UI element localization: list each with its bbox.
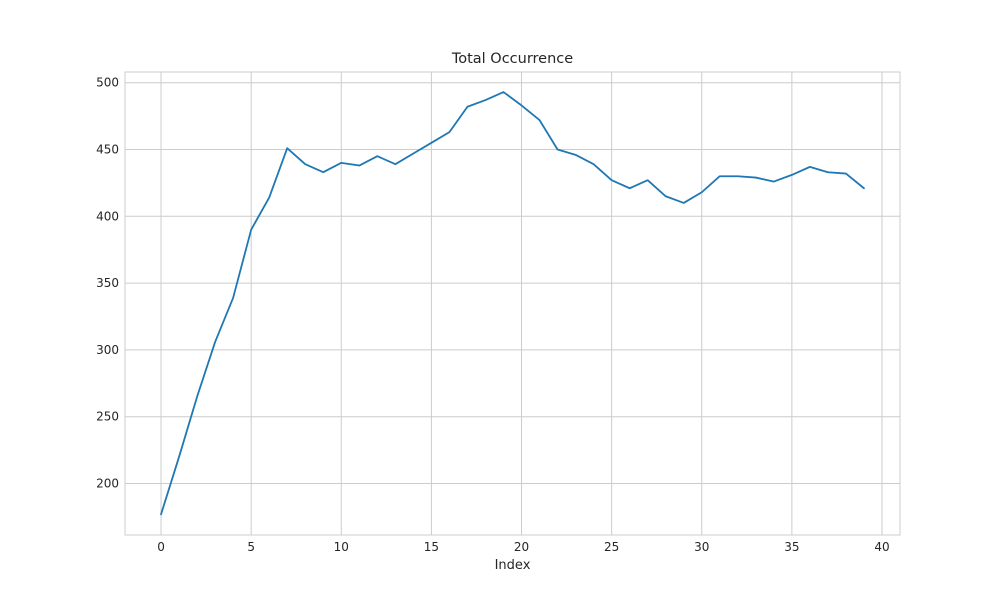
y-tick-label: 350 [96, 276, 119, 290]
x-tick-label: 0 [157, 540, 165, 554]
x-tick-label: 15 [424, 540, 439, 554]
series-layer [160, 91, 865, 516]
y-axis-ticks: 200 250 300 350 400 450 500 [96, 76, 119, 491]
x-axis-label: Index [495, 558, 531, 573]
x-tick-label: 5 [247, 540, 255, 554]
x-axis-ticks: 0 5 10 15 20 25 30 35 40 [157, 540, 889, 554]
x-tick-label: 25 [604, 540, 619, 554]
y-tick-label: 450 [96, 143, 119, 157]
grid-lines [125, 72, 900, 535]
series-line [160, 91, 865, 516]
x-tick-label: 40 [874, 540, 889, 554]
y-tick-label: 400 [96, 209, 119, 223]
chart-title: Total Occurrence [451, 51, 573, 67]
y-tick-label: 500 [96, 76, 119, 90]
x-tick-label: 35 [784, 540, 799, 554]
x-tick-label: 30 [694, 540, 709, 554]
y-tick-label: 200 [96, 477, 119, 491]
x-tick-label: 20 [514, 540, 529, 554]
x-tick-label: 10 [334, 540, 349, 554]
y-tick-label: 300 [96, 343, 119, 357]
y-tick-label: 250 [96, 410, 119, 424]
plot-frame [124, 71, 901, 536]
